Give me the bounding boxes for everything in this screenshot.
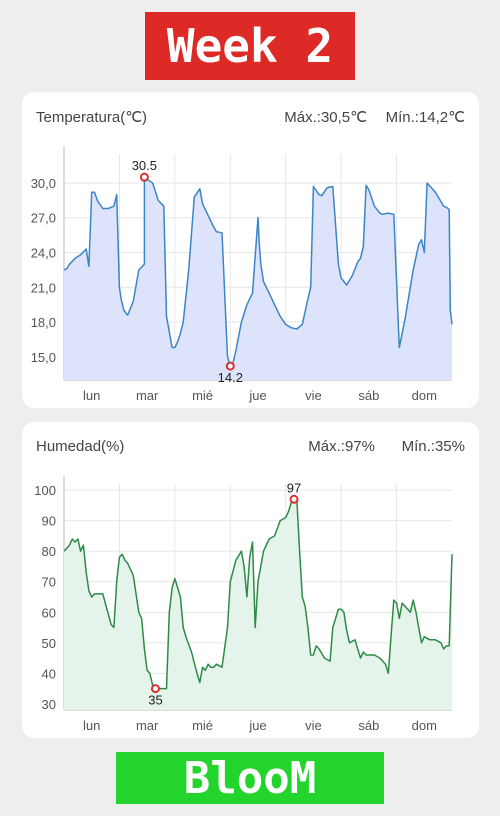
- humidity-min-text: Mín.:35%: [401, 438, 465, 455]
- temperature-xtick-label: sáb: [358, 388, 379, 403]
- humidity-chart: 30 40 50 60 70 80 90 100 lun mar mié jue vie sáb dom 97…: [34, 476, 453, 733]
- temperature-series-line: [63, 176, 453, 367]
- humidity-ytick-label: 80: [42, 544, 56, 559]
- temperature-xtick-label: jue: [248, 388, 266, 403]
- humidity-ytick-label: 100: [34, 483, 56, 498]
- temperature-ytick-label: 27,0: [31, 211, 56, 226]
- temperature-xtick-label: lun: [83, 388, 100, 403]
- temperature-max-text: Máx.:30,5℃: [284, 109, 367, 126]
- humidity-title: Humedad(%): [36, 438, 125, 455]
- temperature-xtick-label: mar: [136, 388, 159, 403]
- humidity-ytick-label: 70: [42, 575, 56, 590]
- humidity-xtick-label: dom: [412, 718, 437, 733]
- temperature-max-label: 30.5: [132, 158, 157, 173]
- week-banner: Week 2: [145, 12, 355, 80]
- temperature-min-text: Mín.:14,2℃: [385, 109, 465, 126]
- humidity-card: Humedad(%) Máx.:97% Mín.:35% 30 40 50 60 70 8…: [22, 422, 479, 738]
- temperature-xtick-label: mié: [192, 388, 213, 403]
- temperature-area-fill: [64, 177, 452, 380]
- bloom-banner: BlooM: [116, 752, 384, 804]
- humidity-ytick-label: 50: [42, 636, 56, 651]
- humidity-xtick-label: mar: [136, 718, 159, 733]
- humidity-min-marker: [150, 684, 160, 694]
- humidity-xtick-label: sáb: [358, 718, 379, 733]
- humidity-area-fill: [64, 499, 452, 710]
- temperature-card: Temperatura(℃) Máx.:30,5℃ Mín.:14,2℃ 15,…: [22, 92, 479, 408]
- temperature-ytick-label: 18,0: [31, 315, 56, 330]
- humidity-xtick-label: lun: [83, 718, 100, 733]
- temperature-xtick-label: vie: [305, 388, 322, 403]
- humidity-max-text: Máx.:97%: [308, 438, 375, 455]
- humidity-xtick-label: vie: [305, 718, 322, 733]
- humidity-header: Humedad(%) Máx.:97% Mín.:35%: [36, 438, 465, 458]
- humidity-xtick-label: jue: [248, 718, 266, 733]
- humidity-ytick-label: 30: [42, 697, 56, 712]
- humidity-xtick-label: mié: [192, 718, 213, 733]
- humidity-max-marker: [289, 494, 299, 504]
- temperature-chart: 15,0 18,0 21,0 24,0 27,0 30,0 lun mar mié jue vie s…: [31, 146, 453, 403]
- humidity-min-label: 35: [148, 693, 162, 708]
- temperature-min-marker: [225, 361, 235, 371]
- humidity-ytick-label: 40: [42, 666, 56, 681]
- temperature-ytick-label: 24,0: [31, 246, 56, 261]
- temperature-ytick-label: 30,0: [31, 176, 56, 191]
- temperature-header: Temperatura(℃) Máx.:30,5℃ Mín.:14,2℃: [36, 108, 465, 128]
- humidity-ytick-label: 60: [42, 605, 56, 620]
- temperature-ytick-label: 15,0: [31, 350, 56, 365]
- temperature-min-label: 14.2: [218, 370, 243, 385]
- humidity-ytick-label: 90: [42, 514, 56, 529]
- humidity-series-line: [63, 498, 453, 690]
- temperature-xtick-label: dom: [412, 388, 437, 403]
- temperature-title: Temperatura(℃): [36, 109, 148, 126]
- humidity-max-label: 97: [287, 480, 301, 495]
- temperature-max-marker: [139, 172, 149, 182]
- temperature-ytick-label: 21,0: [31, 280, 56, 295]
